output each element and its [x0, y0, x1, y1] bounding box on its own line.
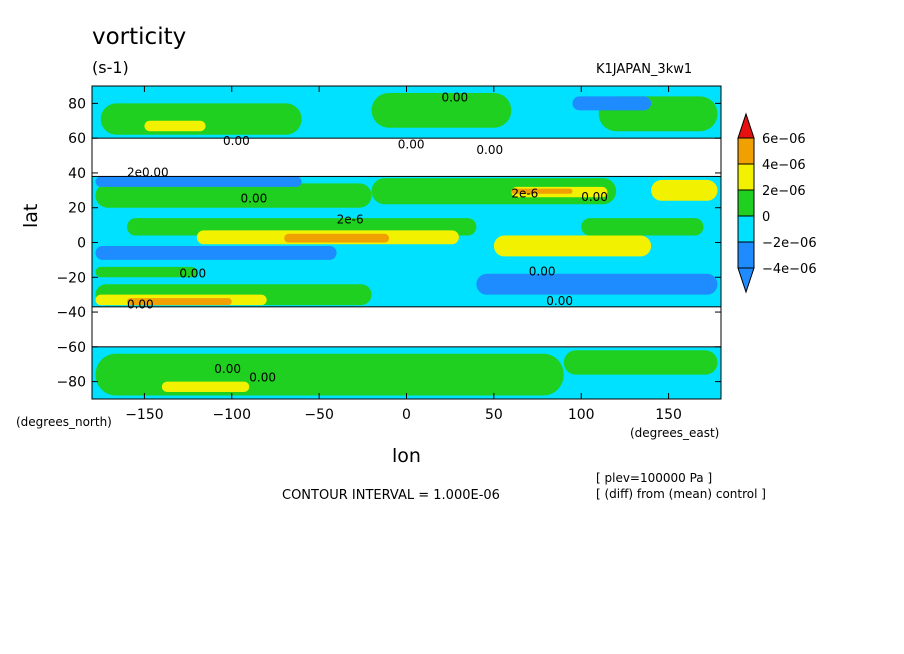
- missing-band-1: [92, 137, 721, 177]
- y-tick-label-5: 20: [68, 201, 86, 217]
- note-diff: [ (diff) from (mean) control ]: [596, 487, 766, 501]
- y-tick-label-0: −80: [56, 375, 86, 391]
- field-feature-16: [95, 245, 337, 260]
- contour-label-12: 0.00: [546, 294, 573, 308]
- contour-label-0: 0.00: [223, 134, 250, 148]
- colorbar-segment-1: [737, 163, 755, 191]
- contour-label-2: 0.00: [398, 138, 425, 152]
- field-feature-18: [476, 273, 718, 295]
- colorbar-segment-3: [737, 215, 755, 243]
- contour-label-4: 2e0.00: [127, 165, 169, 179]
- colorbar: 6e−06 4e−06 2e−06 0 −2e−06 −4e−06: [737, 112, 817, 294]
- x-tick-label-3: 0: [402, 407, 411, 423]
- contour-label-13: 0.00: [214, 362, 241, 376]
- colorbar-label-2: 2e−06: [762, 184, 806, 199]
- y-tick-label-1: −60: [56, 340, 86, 356]
- colorbar-label-3: 0: [762, 210, 770, 225]
- run-name: K1JAPAN_3kw1: [596, 62, 693, 77]
- contour-label-7: 2e-6: [337, 212, 364, 226]
- x-axis: −150 −100 −50 0 50 100 150: [125, 86, 682, 423]
- contour-interval: CONTOUR INTERVAL = 1.000E-06: [282, 488, 500, 503]
- field-feature-10: [95, 176, 302, 187]
- colorbar-label-1: 4e−06: [762, 158, 806, 173]
- y-tick-label-3: −20: [56, 270, 86, 286]
- colorbar-segment-4: [737, 241, 755, 269]
- note-plev: [ plev=100000 Pa ]: [596, 471, 713, 485]
- field-feature-17: [95, 266, 197, 278]
- y-axis: −80 −60 −40 −20 0 20 40 60 80: [56, 96, 721, 391]
- field-feature-13: [284, 233, 390, 243]
- x-unit-label: (degrees_east): [630, 426, 720, 440]
- x-tick-label-0: −150: [125, 407, 163, 423]
- contour-label-10: 0.00: [179, 266, 206, 280]
- field-feature-8: [511, 188, 573, 194]
- x-tick-label-1: −100: [213, 407, 251, 423]
- x-tick-label-4: 50: [485, 407, 503, 423]
- colorbar-segment-0: [737, 137, 755, 165]
- contour-label-8: 2e-6: [511, 186, 538, 200]
- y-tick-label-7: 60: [68, 131, 86, 147]
- contour-label-6: 0.00: [581, 190, 608, 204]
- field-features: [95, 92, 718, 396]
- x-tick-label-6: 150: [655, 407, 682, 423]
- field-feature-24: [161, 381, 250, 393]
- field-feature-1: [371, 92, 512, 128]
- contour-label-14: 0.00: [249, 371, 276, 385]
- missing-bands: [92, 137, 721, 348]
- field-feature-6: [371, 178, 617, 205]
- colorbar-segment-2: [737, 189, 755, 217]
- field-feature-9: [651, 179, 718, 201]
- contour-label-1: 0.00: [476, 143, 503, 157]
- colorbar-cap-bottom: [737, 267, 755, 294]
- field-feature-21: [126, 298, 232, 306]
- chart-title: vorticity: [92, 24, 187, 50]
- field-feature-3: [144, 120, 206, 132]
- contour-label-3: 0.00: [441, 91, 468, 105]
- y-unit-label: (degrees_north): [16, 415, 112, 429]
- y-tick-label-2: −40: [56, 305, 86, 321]
- field-feature-5: [95, 183, 372, 208]
- x-tick-label-5: 100: [568, 407, 595, 423]
- y-tick-label-6: 40: [68, 166, 86, 182]
- y-tick-label-8: 80: [68, 96, 86, 112]
- chart-units: (s-1): [92, 58, 129, 77]
- colorbar-label-5: −4e−06: [762, 262, 817, 277]
- field-feature-15: [493, 235, 652, 257]
- x-axis-label: lon: [392, 445, 421, 467]
- colorbar-label-0: 6e−06: [762, 132, 806, 147]
- missing-band-0: [92, 306, 721, 348]
- field-feature-23: [563, 350, 718, 375]
- contour-label-5: 0.00: [241, 192, 268, 206]
- contour-label-11: 0.00: [127, 298, 154, 312]
- x-tick-label-2: −50: [304, 407, 334, 423]
- field-feature-4: [572, 96, 652, 111]
- field-feature-14: [581, 218, 704, 236]
- contour-labels: 0.00 0.00 0.00 0.00 2e0.00 0.00 0.00 2e-6 2e-6 0.…: [127, 91, 608, 385]
- colorbar-label-4: −2e−06: [762, 236, 817, 251]
- contour-label-9: 0.00: [529, 265, 556, 279]
- y-tick-label-4: 0: [77, 236, 86, 252]
- colorbar-cap-top: [737, 112, 755, 139]
